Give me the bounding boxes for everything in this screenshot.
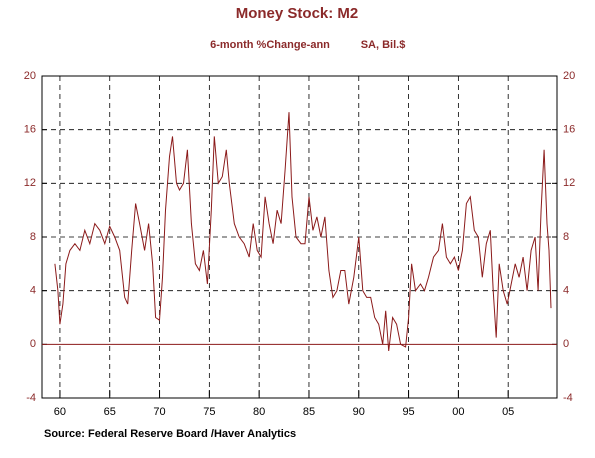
- x-tick-label: 80: [253, 406, 265, 418]
- y-tick-label: 0: [30, 338, 36, 350]
- y-tick-label: 16: [24, 124, 36, 136]
- y-tick-label: 12: [24, 177, 36, 189]
- y-tick-label-right: 4: [563, 285, 569, 297]
- source-note: Source: Federal Reserve Board /Haver Ana…: [44, 428, 296, 440]
- y-tick-label-right: 8: [563, 231, 569, 243]
- y-tick-label: -4: [26, 392, 36, 404]
- x-tick-label: 70: [153, 406, 165, 418]
- plot-frame: [41, 75, 558, 399]
- x-tick-label: 75: [203, 406, 215, 418]
- x-tick-label: 05: [502, 406, 514, 418]
- x-tick-label: 00: [452, 406, 464, 418]
- x-tick-label: 85: [303, 406, 315, 418]
- chart-title: Money Stock: M2: [236, 5, 359, 22]
- y-tick-label-right: 20: [563, 70, 575, 82]
- x-tick-label: 95: [402, 406, 414, 418]
- y-tick-label-right: -4: [563, 392, 573, 404]
- y-tick-label: 4: [30, 285, 36, 297]
- y-tick-label-right: 16: [563, 124, 575, 136]
- chart-subtitle-units: SA, Bil.$: [361, 39, 406, 51]
- x-tick-label: 60: [54, 406, 66, 418]
- y-tick-label-right: 0: [563, 338, 569, 350]
- chart-subtitle: 6-month %Change-ann: [210, 39, 330, 51]
- x-tick-label: 90: [353, 406, 365, 418]
- data-line: [54, 112, 552, 352]
- y-tick-label-right: 12: [563, 177, 575, 189]
- x-tick-label: 65: [104, 406, 116, 418]
- y-tick-label: 8: [30, 231, 36, 243]
- y-tick-label: 20: [24, 70, 36, 82]
